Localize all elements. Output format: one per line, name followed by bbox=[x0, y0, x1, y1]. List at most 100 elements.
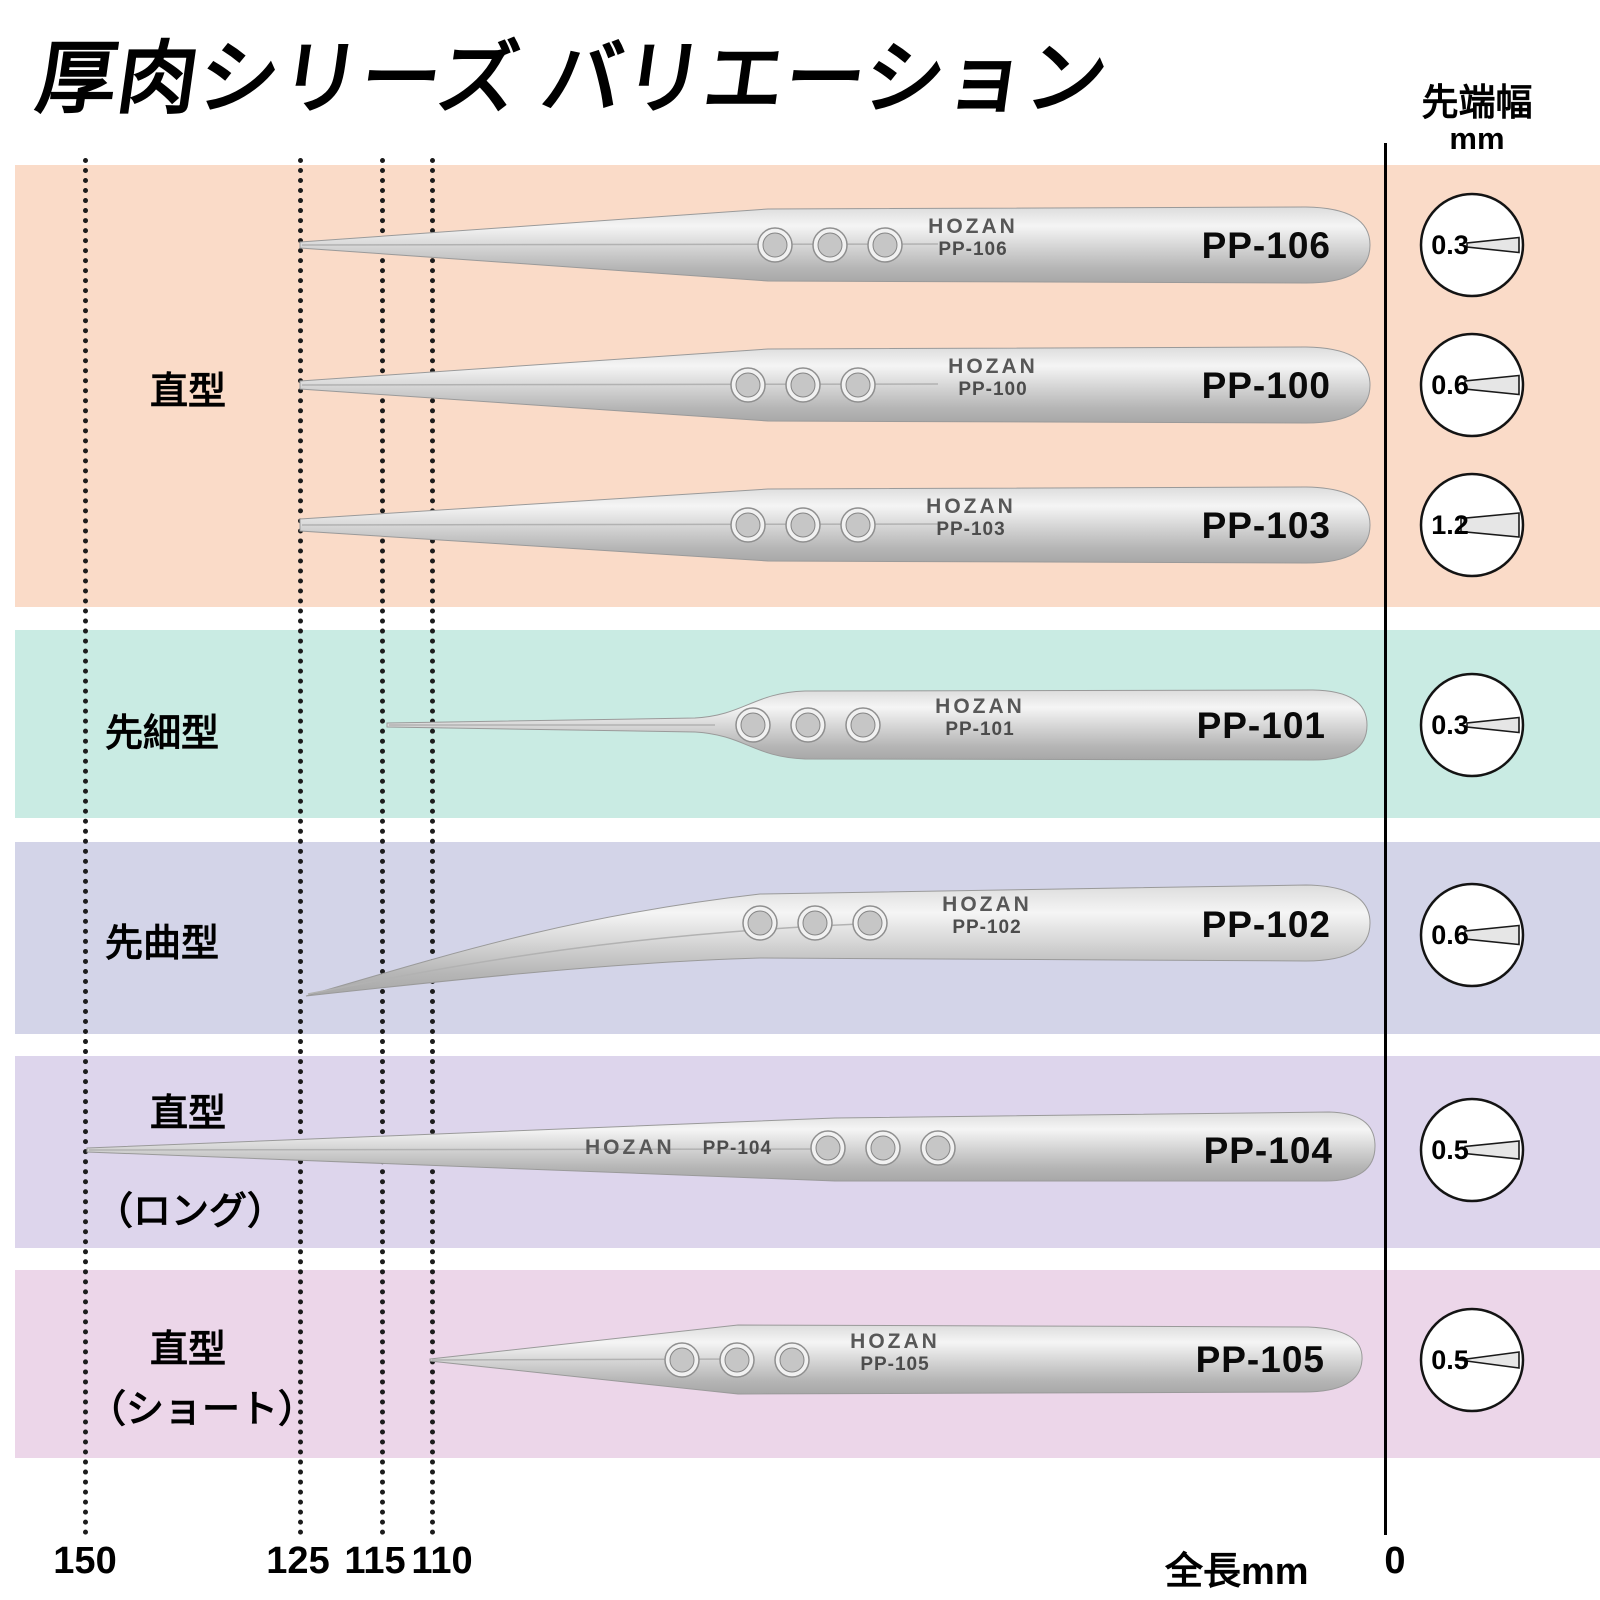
tip-profile-wedge bbox=[1464, 924, 1520, 946]
model-label: PP-100 bbox=[1201, 365, 1331, 406]
tweezer-holes bbox=[810, 1130, 956, 1166]
model-engraving: PP-104 bbox=[702, 1138, 773, 1159]
tip-width-indicator-pp102: 0.6 bbox=[1417, 880, 1527, 990]
tip-profile-graphic bbox=[1419, 192, 1525, 298]
tip-width-value: 0.3 bbox=[1431, 230, 1469, 260]
tip-profile-wedge bbox=[1466, 716, 1520, 734]
type-label-straight: 直型 bbox=[150, 371, 227, 413]
tweezer-pp100-illustration bbox=[299, 346, 1371, 424]
type-label-curved-tip: 先曲型 bbox=[105, 923, 220, 965]
axis-origin-label: 0 bbox=[1384, 1540, 1406, 1582]
tip-width-indicator-pp101: 0.3 bbox=[1417, 670, 1527, 780]
model-label: PP-106 bbox=[1201, 225, 1331, 266]
model-label: PP-105 bbox=[1195, 1339, 1325, 1380]
tip-width-indicator-pp103: 1.2 bbox=[1417, 470, 1527, 580]
tweezer-holes bbox=[757, 227, 903, 263]
axis-tick-115: 115 bbox=[344, 1540, 406, 1582]
brand-logo: HOZAN bbox=[928, 215, 1018, 238]
tip-profile-wedge bbox=[1464, 374, 1520, 396]
tweezer-pp106: HOZAN PP-106 PP-106 bbox=[298, 198, 1376, 293]
type-label-straight-short: 直型 bbox=[150, 1329, 227, 1371]
model-label: PP-102 bbox=[1201, 904, 1331, 945]
tip-profile-graphic bbox=[1419, 472, 1525, 578]
tweezer-holes bbox=[735, 707, 881, 743]
tweezer-pp102-illustration bbox=[305, 884, 1371, 997]
engraving-block: HOZAN PP-105 bbox=[820, 1330, 970, 1376]
page-title: 厚肉シリーズ バリエーション bbox=[30, 34, 1115, 123]
tip-profile-wedge bbox=[1458, 1351, 1520, 1369]
type-label-short-suffix: （ショート） bbox=[88, 1389, 317, 1431]
tweezer-pp101: HOZAN PP-101 PP-101 bbox=[385, 678, 1371, 773]
model-engraving: PP-102 bbox=[952, 917, 1022, 939]
type-label-straight-long: 直型 bbox=[150, 1093, 227, 1135]
tip-width-value: 0.6 bbox=[1431, 920, 1469, 950]
tip-width-label: 先端幅 bbox=[1421, 82, 1533, 123]
tip-width-indicator-pp106: 0.3 bbox=[1417, 190, 1527, 300]
model-engraving: PP-106 bbox=[938, 239, 1008, 261]
tip-width-value: 0.5 bbox=[1431, 1345, 1469, 1375]
brand-logo: HOZAN bbox=[585, 1136, 675, 1159]
brand-logo: HOZAN bbox=[850, 1330, 940, 1353]
model-label: PP-104 bbox=[1203, 1130, 1333, 1171]
model-engraving: PP-100 bbox=[958, 379, 1028, 401]
tip-width-indicator-pp100: 0.6 bbox=[1417, 330, 1527, 440]
tip-profile-wedge bbox=[1466, 236, 1520, 254]
axis-tick-110: 110 bbox=[411, 1540, 473, 1582]
tip-profile-graphic bbox=[1419, 1307, 1525, 1413]
tweezer-pp100: HOZAN PP-100 PP-100 bbox=[298, 338, 1376, 433]
tweezer-pp106-illustration bbox=[299, 206, 1371, 284]
engraving-block: HOZAN PP-104 bbox=[585, 1136, 845, 1160]
brand-logo: HOZAN bbox=[948, 355, 1038, 378]
model-engraving: PP-103 bbox=[936, 519, 1006, 541]
brand-logo: HOZAN bbox=[942, 893, 1032, 916]
axis-tick-125: 125 bbox=[266, 1540, 330, 1582]
tip-profile-graphic bbox=[1419, 332, 1525, 438]
tip-profile-wedge bbox=[1464, 1140, 1520, 1160]
engraving-block: HOZAN PP-101 bbox=[905, 695, 1055, 741]
tweezer-pp103-illustration bbox=[299, 486, 1371, 564]
grid-line-115 bbox=[380, 158, 385, 1536]
model-engraving: PP-101 bbox=[945, 719, 1015, 741]
grid-line-150 bbox=[83, 158, 88, 1536]
engraving-block: HOZAN PP-100 bbox=[918, 355, 1068, 401]
tip-profile-graphic bbox=[1419, 882, 1525, 988]
engraving-block: HOZAN PP-102 bbox=[912, 893, 1062, 939]
tweezer-pp105: HOZAN PP-105 PP-105 bbox=[428, 1312, 1370, 1407]
tip-width-value: 1.2 bbox=[1431, 510, 1469, 540]
tweezer-pp102: HOZAN PP-102 PP-102 bbox=[300, 868, 1376, 1008]
tip-profile-wedge bbox=[1460, 512, 1520, 538]
tip-width-unit: mm bbox=[1449, 120, 1505, 156]
tweezer-pp104: HOZAN PP-104 PP-104 bbox=[85, 1100, 1381, 1200]
tweezer-pp105-illustration bbox=[429, 1324, 1363, 1395]
axis-vertical-line bbox=[1384, 143, 1387, 1535]
engraving-block: HOZAN PP-103 bbox=[896, 495, 1046, 541]
tweezer-holes bbox=[730, 367, 876, 403]
brand-logo: HOZAN bbox=[926, 495, 1016, 518]
tweezer-pp101-illustration bbox=[386, 689, 1368, 761]
tweezer-pp103: HOZAN PP-103 PP-103 bbox=[298, 478, 1376, 573]
model-label: PP-103 bbox=[1201, 505, 1331, 546]
grid-line-125 bbox=[298, 158, 303, 1536]
axis-tick-150: 150 bbox=[53, 1540, 117, 1582]
type-label-long-suffix: （ロング） bbox=[95, 1191, 286, 1233]
grid-line-110 bbox=[430, 158, 435, 1536]
engraving-block: HOZAN PP-106 bbox=[898, 215, 1048, 261]
tip-width-value: 0.3 bbox=[1431, 710, 1469, 740]
tweezer-holes bbox=[742, 905, 888, 941]
tweezer-holes bbox=[664, 1342, 810, 1378]
tip-profile-graphic bbox=[1419, 672, 1525, 778]
brand-logo: HOZAN bbox=[935, 695, 1025, 718]
tip-width-header: 先端幅 mm bbox=[1392, 82, 1562, 156]
tip-width-value: 0.5 bbox=[1431, 1135, 1469, 1165]
tweezer-pp104-illustration bbox=[86, 1111, 1376, 1182]
tip-width-value: 0.6 bbox=[1431, 370, 1469, 400]
tip-width-indicator-pp104: 0.5 bbox=[1417, 1095, 1527, 1205]
tip-width-indicator-pp105: 0.5 bbox=[1417, 1305, 1527, 1415]
type-label-fine-tip: 先細型 bbox=[105, 713, 220, 755]
model-engraving: PP-105 bbox=[860, 1354, 930, 1376]
axis-length-label: 全長mm bbox=[1165, 1551, 1309, 1593]
model-label: PP-101 bbox=[1196, 705, 1326, 746]
tip-profile-graphic bbox=[1419, 1097, 1525, 1203]
tweezer-holes bbox=[730, 507, 876, 543]
